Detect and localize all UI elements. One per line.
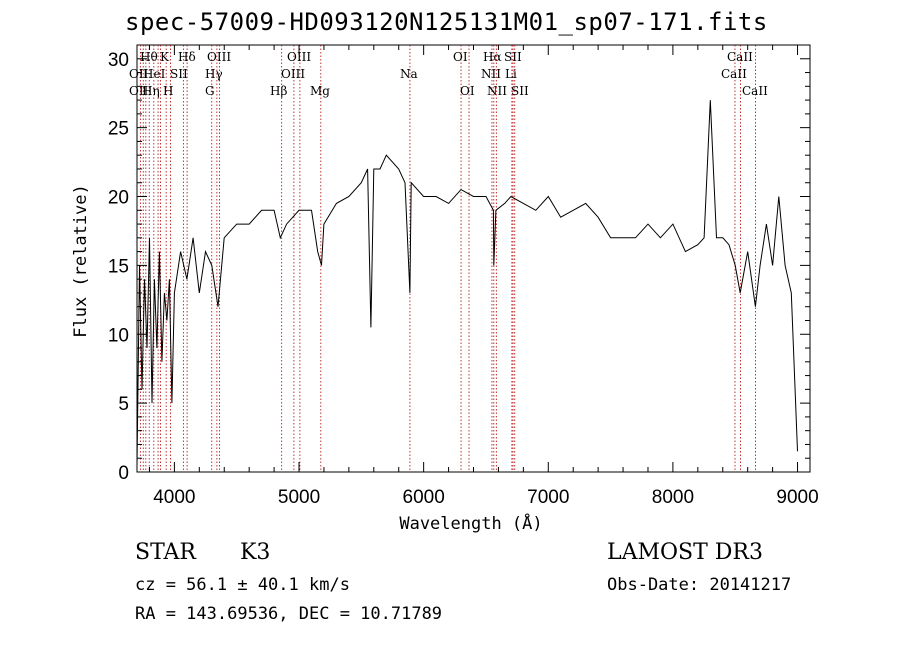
x-tick-label: 7000 — [527, 487, 569, 508]
redshift-cz: cz = 56.1 ± 40.1 km/s — [135, 575, 350, 595]
spectral-line-label: Hδ — [178, 50, 196, 64]
x-axis-ticks: 4000 5000 6000 7000 8000 9000 — [148, 45, 819, 508]
y-axis-label: Flux (relative) — [71, 184, 91, 338]
spectral-line-label: Li — [505, 67, 517, 81]
x-tick-label: 8000 — [652, 487, 694, 508]
spectral-line-label: K — [160, 50, 170, 64]
y-tick-label: 30 — [108, 50, 129, 71]
spectral-line-label: Hγ — [205, 67, 223, 81]
x-tick-label: 6000 — [403, 487, 445, 508]
spectral-line-label: Hβ — [270, 84, 287, 98]
x-tick-label: 4000 — [153, 487, 195, 508]
spectral-line-label: OI — [453, 50, 468, 64]
plot-frame — [136, 44, 811, 473]
spectral-line-label: OI — [460, 84, 475, 98]
spectral-line-label: SII — [511, 84, 529, 98]
spectral-line-label: CaII — [727, 50, 753, 64]
spectral-line-label: OIII — [207, 50, 231, 64]
y-axis-ticks: 0 5 10 15 20 25 30 — [108, 50, 810, 484]
spectral-line-label: OII — [129, 67, 149, 81]
x-tick-label: 9000 — [776, 487, 818, 508]
y-tick-label: 5 — [118, 394, 129, 415]
y-tick-label: 0 — [118, 463, 129, 484]
spectral-line-label: Mg — [310, 84, 330, 98]
spectral-line-label: CaII — [721, 67, 747, 81]
spectral-line-label: OIII — [287, 50, 311, 64]
spectral-line-label: NII — [487, 84, 507, 98]
spectral-line-label: G — [205, 84, 215, 98]
chart-title: spec-57009-HD093120N125131M01_sp07-171.f… — [125, 8, 768, 36]
spectral-line-label: SII — [504, 50, 522, 64]
spectral-line-label: HeI — [143, 67, 166, 81]
object-type: STAR — [135, 540, 196, 565]
survey-name: LAMOST DR3 — [607, 540, 763, 565]
x-axis-label: Wavelength (Å) — [399, 512, 542, 534]
spectral-line-label: CaII — [742, 84, 768, 98]
spectral-line-label: OII — [129, 84, 149, 98]
spectral-subclass: K3 — [240, 540, 271, 565]
y-tick-label: 25 — [108, 119, 129, 140]
x-tick-label: 5000 — [278, 487, 320, 508]
coordinates: RA = 143.69536, DEC = 10.71789 — [135, 604, 443, 624]
spectrum-line — [136, 100, 798, 466]
spectral-line-label: NII — [481, 67, 501, 81]
spectral-line-label: Na — [400, 67, 418, 81]
observation-date: Obs-Date: 20141217 — [607, 575, 792, 595]
spectral-line-label: Hα — [483, 50, 502, 64]
spectral-line-label: Hθ — [140, 50, 158, 64]
y-tick-label: 10 — [108, 325, 129, 346]
spectral-line-label: OIII — [281, 67, 305, 81]
spectral-line-markers — [139, 45, 756, 472]
spectral-line-label: SII — [170, 67, 188, 81]
spectral-line-label: Hη — [142, 84, 160, 98]
spectral-line-label: H — [163, 84, 173, 98]
y-tick-label: 15 — [108, 256, 129, 277]
y-tick-label: 20 — [108, 188, 129, 209]
